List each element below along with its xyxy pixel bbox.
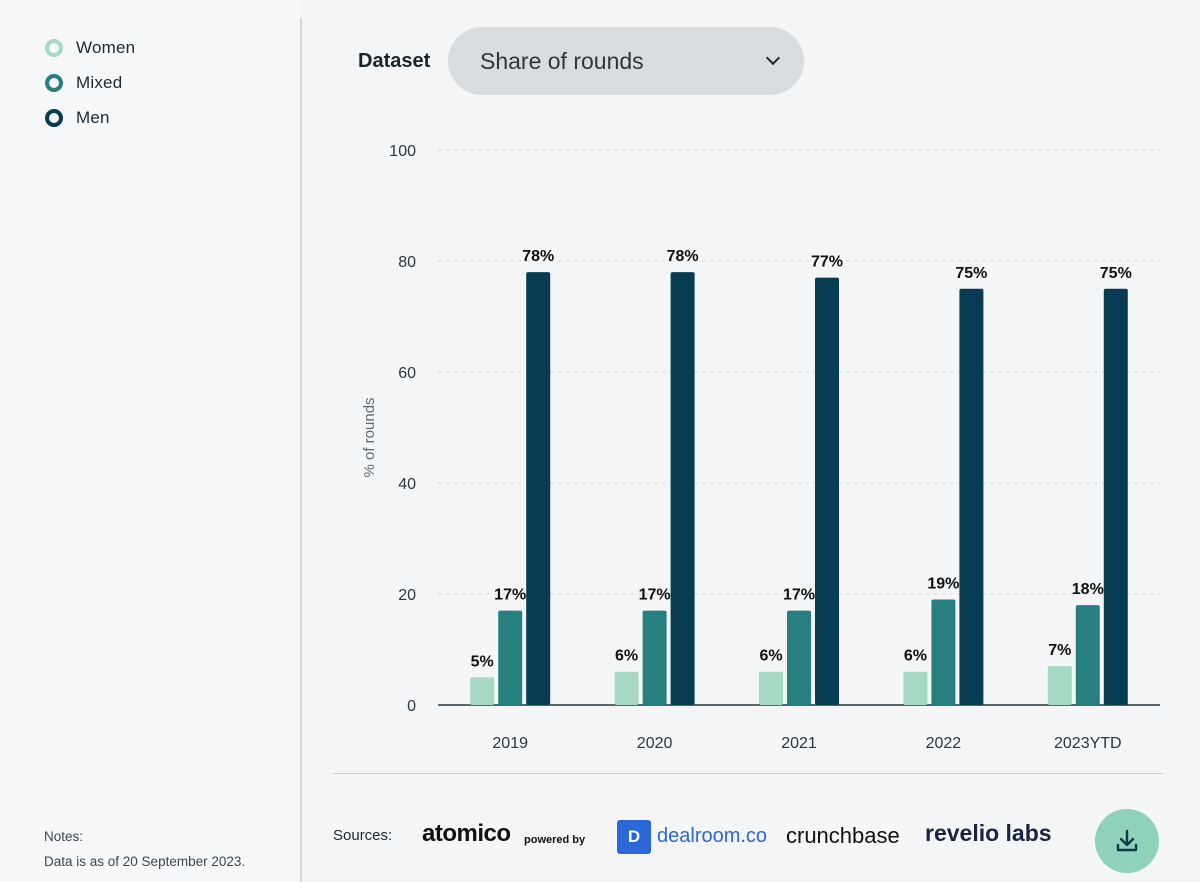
x-tick-label: 2023YTD (1054, 735, 1122, 752)
data-label-women: 6% (759, 648, 782, 665)
chart-panel: Dataset Share of rounds 0 20 40 60 80 100 % of… (302, 0, 1200, 882)
notes-heading: Notes: (44, 829, 84, 844)
bar-mixed (931, 599, 956, 705)
data-label-mixed: 17% (639, 587, 671, 604)
data-label-men: 78% (667, 248, 699, 265)
dealroom-logo-icon: D (617, 820, 651, 854)
legend-marker-men (45, 108, 63, 127)
dataset-select[interactable]: Share of rounds (448, 27, 804, 95)
crunchbase-logo: crunchbase (786, 823, 900, 848)
x-tick-label: 2020 (637, 735, 673, 752)
x-tick-label: 2021 (781, 735, 817, 752)
y-tick-label: 20 (398, 587, 416, 604)
legend-marker-mixed (45, 73, 63, 92)
bar-women (759, 671, 783, 705)
y-tick-label: 80 (398, 254, 416, 271)
data-label-men: 78% (522, 248, 554, 265)
bar-men (1103, 288, 1128, 705)
data-label-women: 6% (904, 648, 927, 665)
bar-women (903, 671, 928, 705)
bar-women (614, 671, 639, 705)
notes: Notes: Data is as of 20 September 2023. (44, 824, 245, 874)
legend-item-mixed[interactable]: Mixed (45, 65, 135, 100)
legend-label-women: Women (76, 37, 136, 57)
bar-men (815, 277, 839, 705)
legend-label-men: Men (76, 107, 110, 127)
x-tick-label: 2022 (926, 735, 962, 752)
legend-marker-women (45, 38, 63, 57)
data-label-women: 7% (1048, 642, 1071, 659)
data-label-men: 75% (955, 265, 987, 282)
bar-mixed (498, 610, 523, 705)
dealroom-logo: dealroom.co (657, 825, 768, 847)
data-label-mixed: 17% (494, 587, 526, 604)
y-tick-label: 40 (398, 476, 416, 493)
y-tick-label: 0 (407, 698, 416, 715)
bar-women (470, 677, 495, 705)
data-label-mixed: 18% (1072, 581, 1104, 598)
legend-item-men[interactable]: Men (45, 100, 135, 135)
sources-label: Sources: (333, 827, 393, 844)
data-label-mixed: 19% (927, 576, 959, 593)
revelio-labs-logo: revelio labs (925, 820, 1052, 846)
bar-men (959, 288, 984, 705)
notes-text: Data is as of 20 September 2023. (44, 854, 246, 869)
sidebar: Women Mixed Men Notes: Data is as of 20 … (0, 0, 300, 882)
data-label-mixed: 17% (783, 587, 815, 604)
bar-women (1047, 666, 1072, 705)
atomico-logo: atomico (422, 820, 511, 847)
sidebar-divider (300, 18, 302, 882)
y-axis-title: % of rounds (361, 397, 378, 477)
divider (333, 773, 1163, 774)
data-label-women: 5% (471, 653, 494, 670)
download-button[interactable] (1095, 809, 1159, 873)
bar-men (526, 272, 551, 705)
data-label-men: 75% (1100, 265, 1132, 282)
bar-mixed (1075, 605, 1100, 705)
bar-chart: 0 20 40 60 80 100 % of rounds 2019 5% 17% 78% 2020 6… (361, 143, 1160, 752)
dataset-selected-value: Share of rounds (480, 47, 644, 74)
download-icon (1116, 829, 1138, 852)
powered-by-text: powered by (524, 834, 586, 846)
chart-legend: Women Mixed Men (45, 30, 135, 135)
data-label-women: 6% (615, 648, 638, 665)
legend-label-mixed: Mixed (76, 72, 123, 92)
y-tick-label: 100 (389, 143, 416, 160)
bar-men (670, 272, 695, 705)
y-tick-label: 60 (398, 365, 416, 382)
bar-mixed (642, 610, 667, 705)
bar-mixed (787, 610, 811, 705)
data-label-men: 77% (811, 254, 843, 271)
legend-item-women[interactable]: Women (45, 30, 135, 65)
x-tick-label: 2019 (492, 735, 528, 752)
dataset-label: Dataset (358, 50, 431, 72)
